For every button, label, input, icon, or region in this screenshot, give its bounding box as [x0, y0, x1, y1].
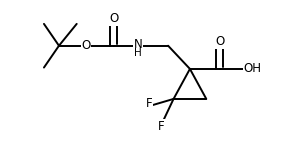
Text: N: N: [134, 38, 142, 51]
Text: H: H: [134, 48, 142, 58]
Text: O: O: [215, 35, 225, 48]
Text: F: F: [158, 120, 164, 133]
Text: F: F: [146, 97, 152, 110]
Text: O: O: [82, 39, 91, 52]
Text: O: O: [109, 12, 118, 25]
Text: OH: OH: [244, 62, 262, 75]
